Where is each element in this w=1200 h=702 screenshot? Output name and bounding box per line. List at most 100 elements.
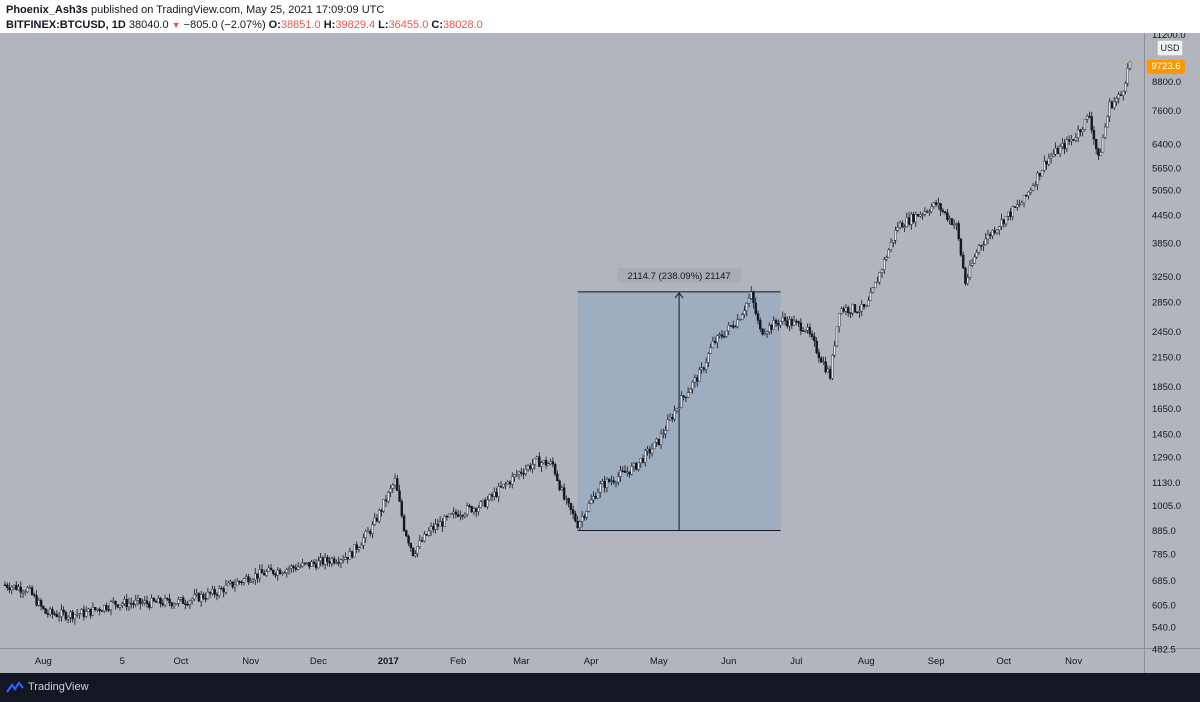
candle-body	[716, 335, 719, 343]
candle-body	[8, 587, 11, 591]
candle-body	[806, 327, 809, 331]
tradingview-logo[interactable]: TradingView	[6, 681, 89, 693]
candle-body	[139, 598, 142, 604]
price-chart[interactable]: 2114.7 (238.09%) 21147 11200.0 8800.0 7600.…	[0, 33, 1200, 673]
candle-body	[197, 593, 201, 602]
candle-body	[912, 214, 915, 223]
candle-body	[695, 377, 699, 382]
candle-body	[601, 481, 604, 485]
candle-body	[208, 591, 212, 594]
candle-body	[452, 511, 455, 515]
ohlc-legend: BITFINEX:BTCUSD, 1D 38040.0 ▼ −805.0 (−2…	[6, 19, 483, 31]
candle-body	[682, 395, 685, 398]
candle-body	[382, 499, 385, 512]
candle-body	[1101, 137, 1105, 153]
candle-body	[745, 303, 748, 311]
candle-body	[91, 607, 95, 616]
candle-body	[1063, 143, 1066, 150]
candle-body	[1047, 157, 1051, 165]
candle-body	[213, 589, 216, 595]
candle-body	[980, 245, 983, 247]
candle-body	[371, 524, 374, 534]
candle-body	[1007, 211, 1010, 217]
low-label: L:	[378, 19, 389, 31]
x-tick-label: Apr	[584, 656, 599, 667]
candle-body	[459, 515, 462, 517]
candle-body	[346, 557, 349, 560]
candle-body	[603, 481, 606, 488]
symbol-label[interactable]: BITFINEX:BTCUSD, 1D	[6, 19, 126, 31]
candle-body	[950, 218, 954, 226]
candle-body	[941, 210, 945, 212]
candle-body	[305, 562, 309, 564]
y-tick-label: 685.0	[1152, 576, 1176, 587]
candle-body	[916, 214, 920, 217]
candle-body	[946, 212, 949, 220]
candle-body	[465, 505, 469, 515]
candle-body	[750, 291, 753, 299]
candle-body	[761, 328, 764, 335]
candle-body	[837, 313, 841, 328]
candle-body	[551, 461, 555, 465]
measure-arrow-head	[674, 292, 684, 299]
candle-body	[736, 319, 739, 327]
candle-body	[405, 530, 408, 537]
candle-body	[82, 609, 86, 617]
candle-body	[596, 492, 600, 499]
candle-body	[328, 561, 331, 564]
x-tick-label: 5	[120, 656, 125, 667]
candle-body	[817, 352, 821, 359]
candle-body	[416, 546, 419, 554]
candle-body	[98, 608, 101, 611]
currency-badge[interactable]: USD	[1157, 40, 1183, 56]
candle-body	[959, 238, 963, 256]
candle-body	[240, 581, 243, 584]
author-name[interactable]: Phoenix_Ash3s	[6, 4, 88, 16]
candle-body	[984, 238, 987, 245]
candle-body	[215, 594, 219, 596]
y-tick-label: 1005.0	[1152, 501, 1181, 512]
candle-body	[686, 392, 690, 398]
candle-body	[995, 229, 999, 234]
candle-body	[303, 562, 307, 565]
x-tick-label: May	[650, 656, 668, 667]
candle-body	[454, 511, 458, 515]
candle-body	[3, 584, 7, 587]
candle-body	[937, 203, 940, 205]
candle-body	[903, 226, 906, 229]
candle-body	[362, 537, 365, 546]
candle-body	[179, 597, 183, 600]
candle-body	[357, 547, 361, 550]
candle-body	[734, 326, 737, 328]
candle-body	[283, 572, 286, 575]
candle-body	[921, 213, 924, 216]
measure-label: 2114.7 (238.09%) 21147	[628, 271, 731, 282]
candle-body	[544, 460, 548, 466]
candle-body	[242, 578, 246, 583]
candle-body	[614, 482, 618, 484]
candle-body	[801, 330, 805, 332]
candle-body	[114, 600, 117, 605]
candle-body	[977, 245, 981, 253]
candle-body	[64, 612, 68, 620]
candle-body	[991, 230, 994, 237]
candle-body	[30, 587, 34, 595]
candle-body	[713, 340, 717, 343]
candle-body	[184, 603, 187, 605]
candle-body	[1074, 137, 1078, 141]
y-tick-label: 7600.0	[1152, 106, 1181, 117]
candle-body	[567, 498, 570, 504]
candle-body	[982, 244, 985, 246]
candle-body	[463, 513, 467, 517]
candle-body	[1049, 155, 1053, 159]
candle-body	[186, 603, 189, 606]
x-tick-label: Aug	[35, 656, 52, 667]
candle-body	[202, 594, 205, 599]
candle-body	[619, 470, 622, 477]
candle-body	[378, 510, 381, 522]
candle-body	[709, 347, 712, 354]
candle-body	[272, 569, 275, 575]
high-label: H:	[323, 19, 336, 31]
candle-body	[928, 211, 931, 214]
candle-body	[628, 471, 631, 475]
